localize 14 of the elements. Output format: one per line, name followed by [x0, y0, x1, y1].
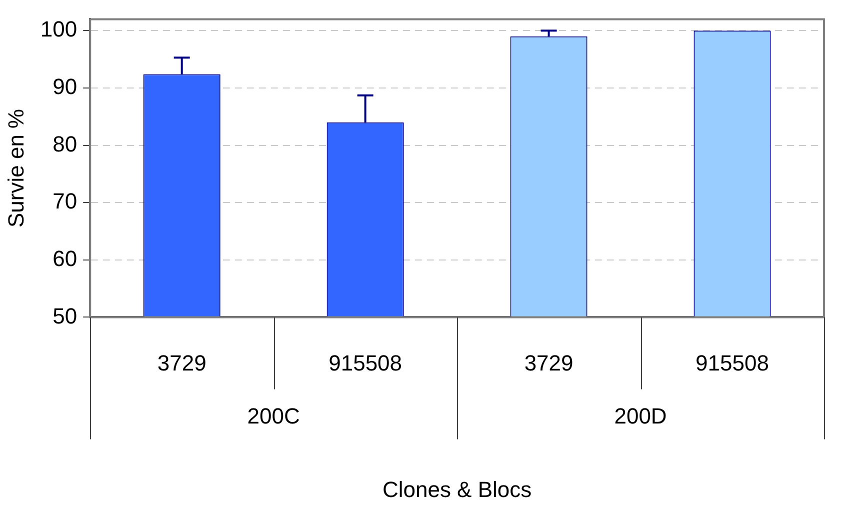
y-tick-label: 100 — [40, 16, 78, 42]
text: 200D — [614, 403, 667, 428]
y-tick-label: 90 — [52, 74, 78, 100]
x-axis-title: Clones & Blocs — [382, 476, 532, 502]
y-axis-title: Survie en % — [3, 108, 28, 228]
x-tick-label: 3729 — [524, 350, 574, 376]
y-tick-label: 50 — [52, 303, 78, 328]
x-tick-label: 915508 — [696, 350, 769, 376]
y-tick-label: 60 — [52, 246, 78, 271]
y-tick-label: 70 — [52, 188, 78, 214]
x-tick-label: 3729 — [157, 350, 206, 376]
y-tick-label: 80 — [52, 131, 78, 156]
text: 200C — [247, 403, 300, 428]
x-tick-label: 915508 — [328, 350, 402, 376]
